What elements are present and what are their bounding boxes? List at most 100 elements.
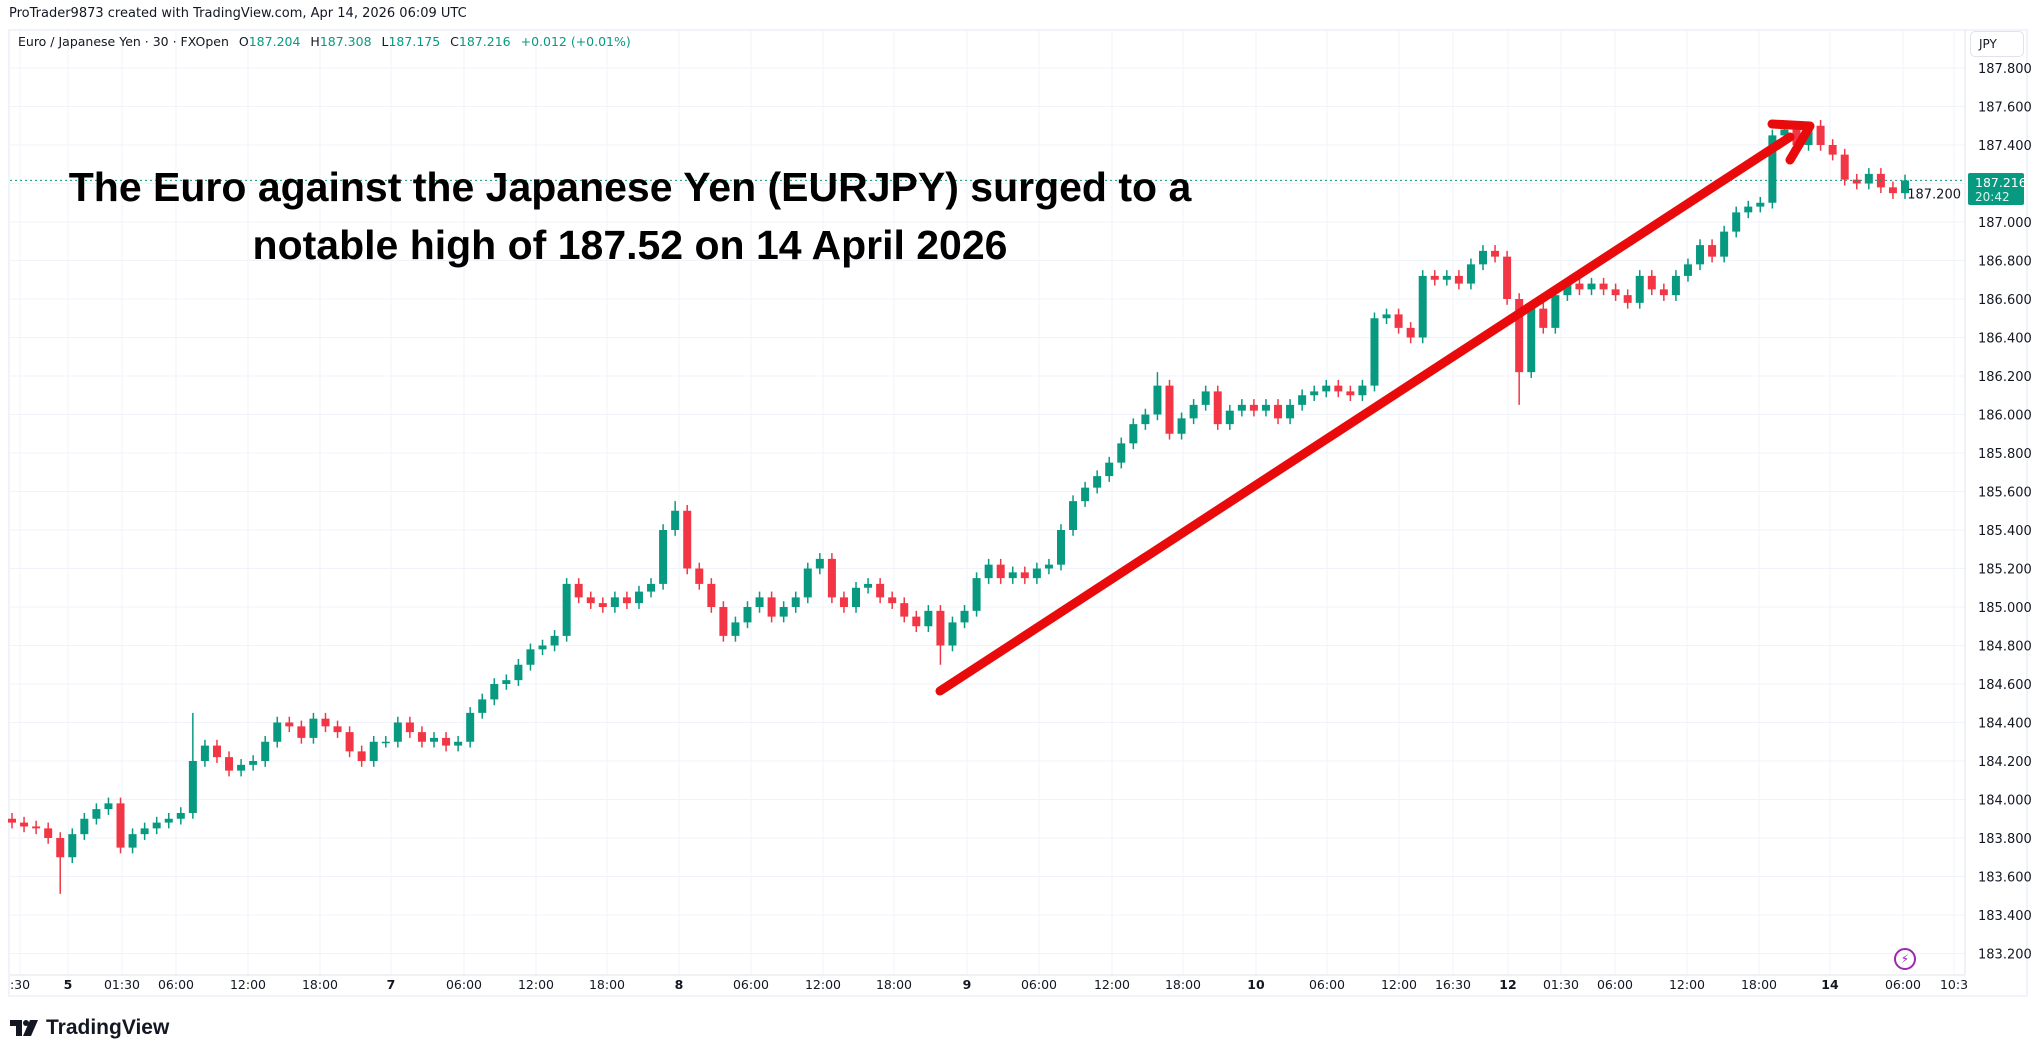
candle-body: [1225, 410, 1234, 425]
grid: [10, 30, 1966, 976]
candle: [44, 822, 53, 844]
candle: [381, 735, 390, 748]
x-tick-label: 12:00: [805, 977, 841, 992]
candle-body: [8, 818, 16, 823]
candle-body: [1732, 212, 1741, 232]
y-tick-label: 185.600: [1978, 486, 2032, 501]
candle: [1298, 389, 1307, 411]
candle: [1575, 277, 1584, 296]
candle: [779, 601, 788, 623]
candle: [1286, 399, 1295, 425]
candle-body: [586, 597, 595, 604]
candle: [526, 643, 535, 671]
candle-body: [249, 761, 258, 765]
candle-body: [1623, 295, 1632, 303]
candle: [960, 605, 969, 629]
candle: [333, 720, 342, 738]
y-tick-label: 186.400: [1978, 332, 2032, 347]
candle: [1225, 404, 1234, 430]
candle: [1310, 385, 1319, 402]
candle: [1093, 470, 1102, 494]
candle-body: [369, 741, 378, 761]
candle-body: [1454, 275, 1463, 284]
candle: [357, 745, 366, 767]
x-tick-label: 7: [387, 977, 396, 992]
candle: [104, 797, 113, 815]
candle-body: [767, 597, 776, 617]
candle: [1768, 129, 1777, 209]
candle: [1008, 566, 1017, 584]
x-tick-label: 01:30: [1543, 977, 1579, 992]
candle: [767, 591, 776, 623]
candle-body: [779, 607, 788, 617]
candle-body: [1466, 264, 1475, 284]
candle-body: [56, 838, 65, 858]
candle: [321, 712, 330, 733]
candle-body: [80, 818, 89, 835]
candle: [562, 578, 571, 642]
lightning-icon[interactable]: ⚡: [1894, 948, 1916, 970]
candle: [1261, 399, 1270, 417]
candle-body: [261, 741, 270, 761]
chart-pane[interactable]: [8, 29, 2028, 997]
candle-body: [1708, 245, 1717, 257]
candle-body: [1261, 404, 1270, 411]
candle: [1756, 196, 1765, 213]
x-tick-label: 9: [963, 977, 972, 992]
currency-button[interactable]: JPY: [1970, 31, 2024, 57]
candle-body: [1599, 283, 1608, 290]
candle-body: [827, 558, 836, 598]
candle: [1599, 277, 1608, 296]
x-tick-label: 01:30: [104, 977, 140, 992]
tradingview-logo[interactable]: TradingView: [10, 1016, 169, 1040]
y-tick-label: 186.800: [1978, 255, 2032, 270]
y-tick-label: 183.800: [1978, 832, 2032, 847]
candle-body: [1551, 295, 1560, 328]
candle-body: [960, 610, 969, 623]
candle-body: [550, 635, 559, 646]
candle: [405, 716, 414, 738]
candle-body: [417, 732, 426, 742]
candle-body: [1647, 275, 1656, 290]
candle-body: [1286, 404, 1295, 419]
x-tick-label: 06:00: [446, 977, 482, 992]
candle-body: [1069, 501, 1078, 530]
candle: [128, 828, 137, 854]
candle: [1081, 481, 1090, 507]
y-tick-label: 185.000: [1978, 601, 2032, 616]
candle-body: [1008, 572, 1017, 579]
arrow-head: [1767, 119, 1815, 165]
symbol-name[interactable]: Euro / Japanese Yen · 30 · FXOpen: [18, 34, 229, 49]
candle-body: [454, 741, 463, 746]
candle: [1334, 379, 1343, 398]
candle-body: [622, 597, 631, 604]
candle: [369, 735, 378, 767]
candle: [237, 759, 246, 777]
candle: [1141, 408, 1150, 430]
candle: [912, 610, 921, 633]
candle: [622, 591, 631, 609]
candle-body: [1310, 391, 1319, 396]
candle: [719, 601, 728, 642]
candle-body: [671, 510, 680, 530]
candle-body: [1032, 568, 1041, 579]
close-value: 187.216: [458, 34, 511, 49]
candle: [80, 812, 89, 840]
candle: [1454, 270, 1463, 290]
candle-body: [1346, 391, 1355, 396]
candle-body: [1382, 314, 1391, 319]
candle-body: [345, 732, 354, 752]
candle-body: [634, 591, 643, 604]
y-tick-label: 184.000: [1978, 794, 2032, 809]
candle-body: [1659, 289, 1668, 296]
x-tick-label: 12:00: [1669, 977, 1705, 992]
candle-body: [442, 737, 451, 746]
candle: [514, 658, 523, 686]
candle: [695, 562, 704, 590]
candle-body: [1358, 385, 1367, 396]
candle: [1683, 258, 1692, 282]
candle: [1623, 289, 1632, 309]
candle-body: [188, 761, 197, 813]
candle-body: [1394, 314, 1403, 328]
